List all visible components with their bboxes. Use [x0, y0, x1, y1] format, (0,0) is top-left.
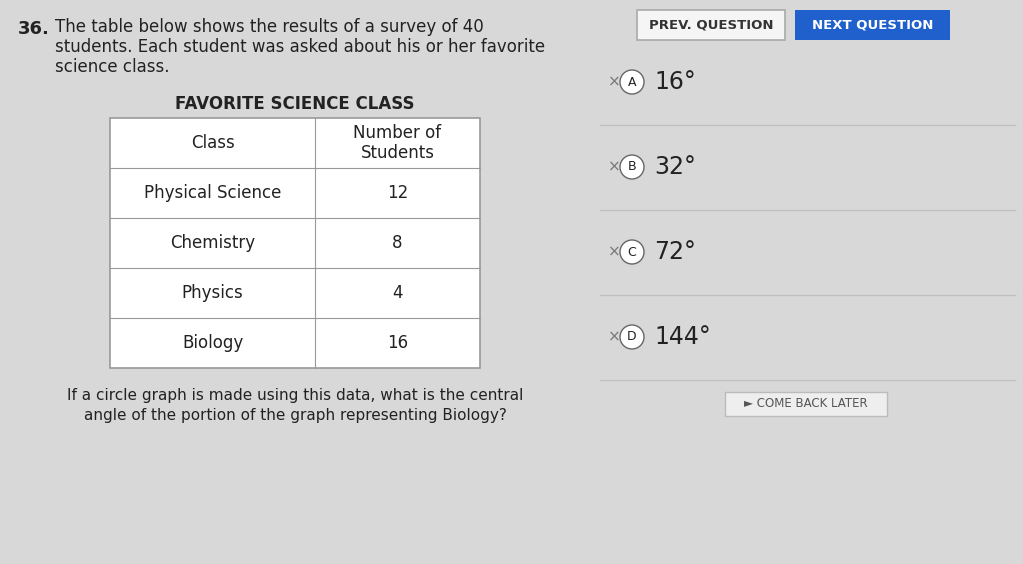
Text: PREV. QUESTION: PREV. QUESTION: [649, 19, 773, 32]
Text: ×: ×: [608, 245, 621, 259]
FancyBboxPatch shape: [725, 391, 887, 416]
Text: 16°: 16°: [654, 70, 696, 94]
Text: 36.: 36.: [18, 20, 50, 38]
Text: ×: ×: [608, 160, 621, 174]
Bar: [795, 10, 950, 40]
Text: angle of the portion of the graph representing Biology?: angle of the portion of the graph repres…: [84, 408, 506, 423]
Text: science class.: science class.: [55, 58, 170, 76]
Text: 32°: 32°: [654, 155, 696, 179]
FancyBboxPatch shape: [637, 10, 785, 40]
Text: ×: ×: [608, 329, 621, 345]
Text: 16: 16: [387, 334, 408, 352]
Text: 8: 8: [392, 234, 403, 252]
Text: C: C: [628, 245, 636, 258]
Text: Physics: Physics: [182, 284, 243, 302]
Circle shape: [620, 70, 644, 94]
Text: Physical Science: Physical Science: [144, 184, 281, 202]
Text: students. Each student was asked about his or her favorite: students. Each student was asked about h…: [55, 38, 545, 56]
Text: ×: ×: [608, 74, 621, 90]
Text: Biology: Biology: [182, 334, 243, 352]
Text: D: D: [627, 331, 636, 343]
Text: 4: 4: [392, 284, 403, 302]
Text: A: A: [628, 76, 636, 89]
Circle shape: [620, 325, 644, 349]
Text: Class: Class: [190, 134, 234, 152]
Text: B: B: [628, 161, 636, 174]
Text: ► COME BACK LATER: ► COME BACK LATER: [744, 397, 868, 410]
Circle shape: [620, 240, 644, 264]
Text: 144°: 144°: [654, 325, 711, 349]
Text: 72°: 72°: [654, 240, 696, 264]
Text: Chemistry: Chemistry: [170, 234, 255, 252]
Text: If a circle graph is made using this data, what is the central: If a circle graph is made using this dat…: [66, 388, 523, 403]
Bar: [110, 118, 480, 368]
Text: The table below shows the results of a survey of 40: The table below shows the results of a s…: [55, 18, 484, 36]
Text: NEXT QUESTION: NEXT QUESTION: [812, 19, 933, 32]
Text: Number of
Students: Number of Students: [353, 124, 442, 162]
Text: FAVORITE SCIENCE CLASS: FAVORITE SCIENCE CLASS: [175, 95, 414, 113]
Text: 12: 12: [387, 184, 408, 202]
Circle shape: [620, 155, 644, 179]
